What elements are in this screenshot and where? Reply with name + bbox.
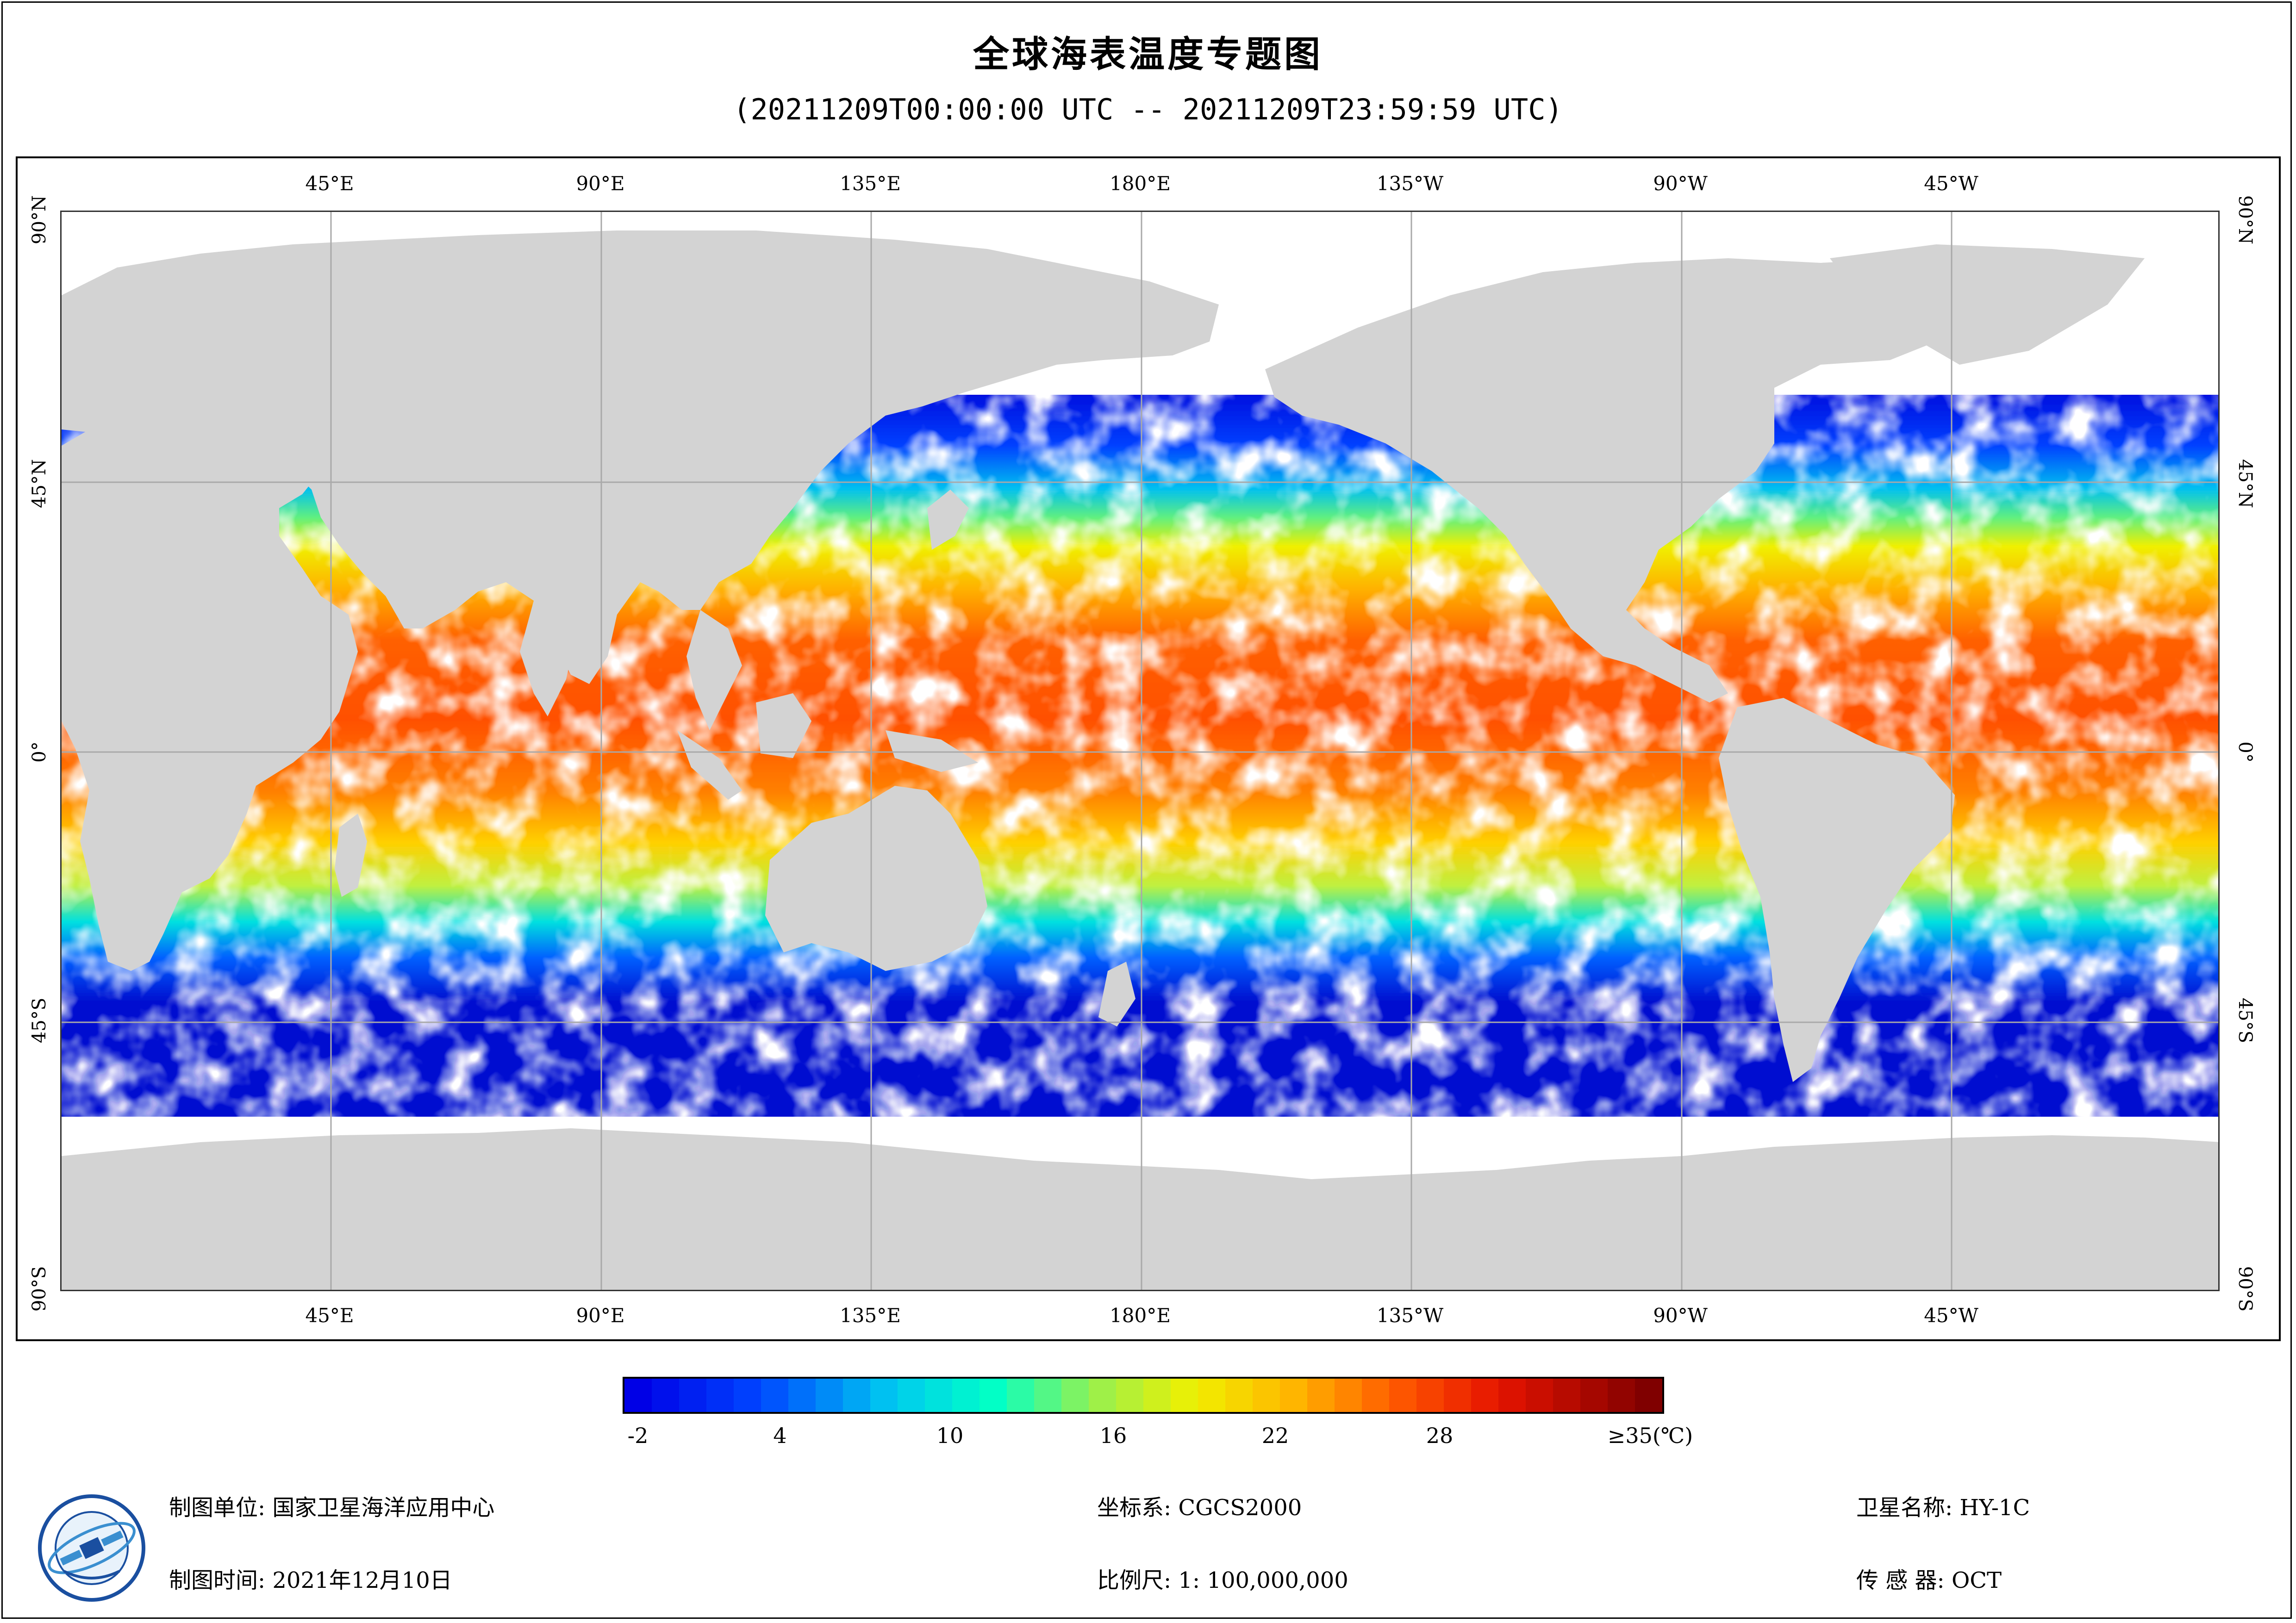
lat-label-right-45n: 45°N <box>2234 459 2256 508</box>
colorbar-segment <box>952 1379 980 1412</box>
lat-label-right-0: 0° <box>2234 741 2256 763</box>
lat-label-left-0: 0° <box>29 741 50 763</box>
land-japan <box>927 490 969 550</box>
coordinate-system: 坐标系: CGCS2000 <box>1097 1495 1302 1521</box>
land-new-zealand <box>1098 962 1136 1026</box>
colorbar-segment <box>1198 1379 1225 1412</box>
colorbar-segment <box>898 1379 925 1412</box>
land-indochina <box>686 610 742 730</box>
colorbar-segment <box>925 1379 952 1412</box>
colorbar-tick: 16 <box>1099 1423 1127 1448</box>
colorbar-tick: 10 <box>936 1423 964 1448</box>
colorbar-segment <box>679 1379 706 1412</box>
colorbar-segment <box>1553 1379 1580 1412</box>
land-india <box>520 601 575 716</box>
colorbar-segment <box>816 1379 843 1412</box>
lat-label-left-90n: 90°N <box>29 195 50 244</box>
lon-label-bottom-90w: 90°W <box>1653 1304 1708 1327</box>
land-madagascar <box>335 814 367 897</box>
graticule <box>62 212 2218 1290</box>
colorbar-segment <box>1498 1379 1526 1412</box>
colorbar-segment <box>624 1379 652 1412</box>
sst-map <box>60 211 2220 1291</box>
colorbar-tick: 22 <box>1261 1423 1289 1448</box>
colorbar-segment <box>1225 1379 1253 1412</box>
map-title: 全球海表温度专题图 <box>973 34 1323 75</box>
lat-label-left-45n: 45°N <box>29 459 50 508</box>
colorbar-segment <box>1253 1379 1280 1412</box>
lon-label-top-90e: 90°E <box>576 172 625 195</box>
colorbar <box>623 1377 1664 1414</box>
colorbar-segment <box>1143 1379 1171 1412</box>
colorbar-segment <box>1416 1379 1444 1412</box>
colorbar-segment <box>1307 1379 1335 1412</box>
colorbar-segment <box>1389 1379 1416 1412</box>
colorbar-tick: -2 <box>627 1423 649 1448</box>
lon-label-top-90w: 90°W <box>1653 172 1708 195</box>
map-scale: 比例尺: 1: 100,000,000 <box>1097 1567 1348 1593</box>
land-south-america <box>1719 698 1955 1082</box>
colorbar-segment <box>1580 1379 1608 1412</box>
land-greenland <box>1830 244 2145 365</box>
land-sumatra <box>677 730 742 800</box>
colorbar-segment <box>734 1379 761 1412</box>
production-date: 制图时间: 2021年12月10日 <box>169 1567 452 1593</box>
lon-label-top-135w: 135°W <box>1376 172 1444 195</box>
land-antarctica <box>62 1128 2218 1290</box>
colorbar-segment <box>1362 1379 1389 1412</box>
land-eurasia <box>62 230 1219 684</box>
lon-label-bottom-45w: 45°W <box>1924 1304 1978 1327</box>
lat-label-left-90s: 90°S <box>29 1266 50 1312</box>
lon-label-top-180e: 180°E <box>1110 172 1171 195</box>
colorbar-segment <box>1526 1379 1553 1412</box>
colorbar-segment <box>761 1379 788 1412</box>
lat-label-right-90n: 90°N <box>2234 195 2256 244</box>
colorbar-segment <box>706 1379 734 1412</box>
colorbar-segment <box>1061 1379 1089 1412</box>
lon-label-bottom-135e: 135°E <box>840 1304 901 1327</box>
colorbar-tick: 4 <box>773 1423 787 1448</box>
sensor-name: 传 感 器: OCT <box>1856 1567 2002 1593</box>
lon-label-bottom-135w: 135°W <box>1376 1304 1444 1327</box>
colorbar-segment <box>1471 1379 1498 1412</box>
lat-label-left-45s: 45°S <box>29 997 50 1044</box>
colorbar-segment <box>980 1379 1007 1412</box>
lon-label-bottom-180e: 180°E <box>1110 1304 1171 1327</box>
land-north-america <box>1265 258 1983 703</box>
land-new-guinea <box>886 730 978 772</box>
land-australia <box>765 786 987 971</box>
colorbar-segment <box>788 1379 816 1412</box>
colorbar-tick: 28 <box>1426 1423 1454 1448</box>
land-borneo <box>756 693 811 758</box>
lon-label-bottom-90e: 90°E <box>576 1304 625 1327</box>
time-range: (20211209T00:00:00 UTC -- 20211209T23:59… <box>733 93 1563 126</box>
sst-map-svg <box>62 212 2218 1290</box>
nsoas-logo <box>38 1494 145 1602</box>
lon-label-top-135e: 135°E <box>840 172 901 195</box>
land-africa <box>62 425 358 971</box>
colorbar-segment <box>843 1379 870 1412</box>
colorbar-segment <box>1007 1379 1034 1412</box>
colorbar-segment <box>1171 1379 1198 1412</box>
colorbar-segment <box>652 1379 679 1412</box>
lon-label-top-45e: 45°E <box>305 172 354 195</box>
colorbar-segment <box>1280 1379 1307 1412</box>
colorbar-segment <box>1444 1379 1471 1412</box>
colorbar-segment <box>1089 1379 1116 1412</box>
lon-label-top-45w: 45°W <box>1924 172 1978 195</box>
lat-label-right-90s: 90°S <box>2234 1266 2256 1312</box>
lon-label-bottom-45e: 45°E <box>305 1304 354 1327</box>
colorbar-segment <box>1635 1379 1662 1412</box>
colorbar-segment <box>1034 1379 1061 1412</box>
map-frame <box>16 156 2281 1341</box>
colorbar-segment <box>870 1379 898 1412</box>
producer-info: 制图单位: 国家卫星海洋应用中心 <box>169 1495 495 1521</box>
colorbar-tick: ≥35(℃) <box>1607 1423 1693 1448</box>
colorbar-segment <box>1335 1379 1362 1412</box>
satellite-name: 卫星名称: HY-1C <box>1856 1495 2030 1521</box>
colorbar-segment <box>1608 1379 1635 1412</box>
lat-label-right-45s: 45°S <box>2234 997 2256 1044</box>
colorbar-segment <box>1116 1379 1143 1412</box>
